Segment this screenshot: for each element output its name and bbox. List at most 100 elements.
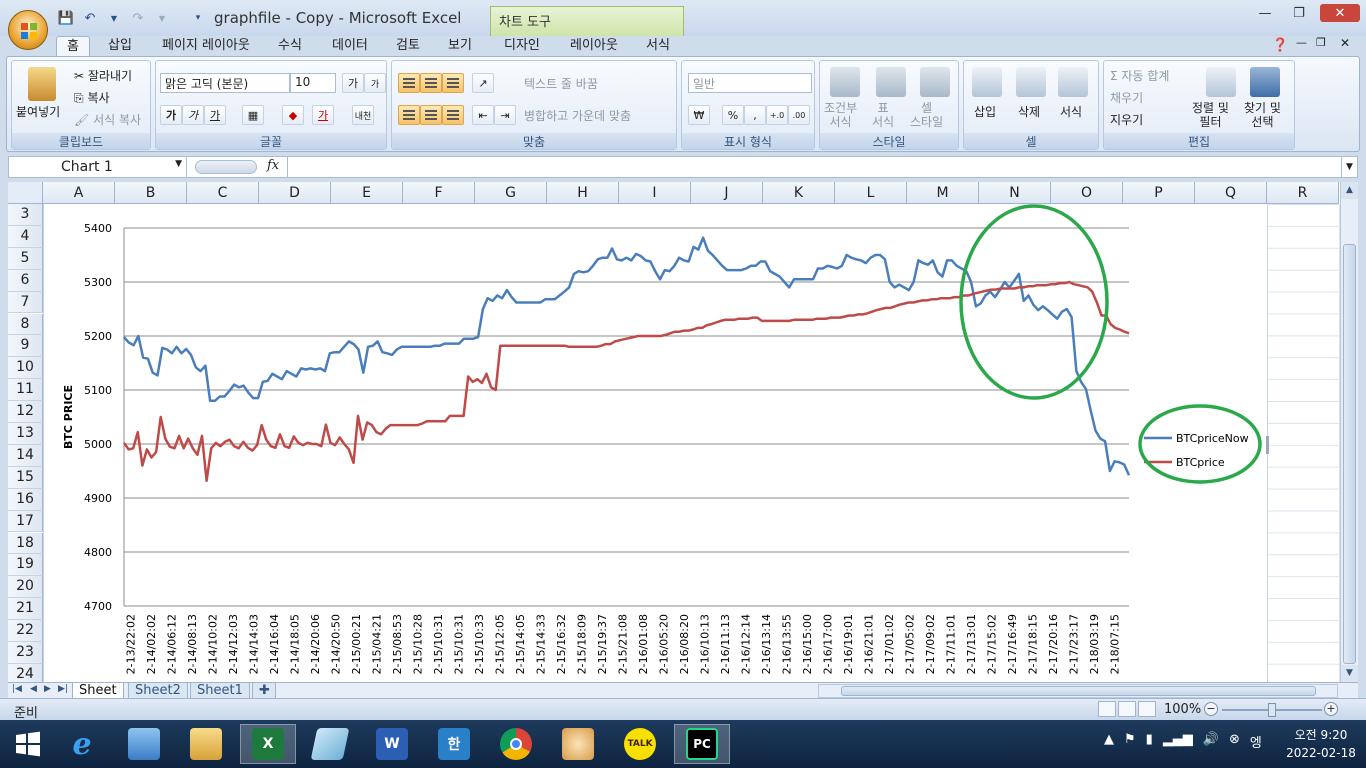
battery-icon[interactable]: ▮ <box>1145 732 1153 747</box>
taskbar-paint[interactable] <box>550 724 606 764</box>
column-header-g[interactable]: G <box>475 182 547 204</box>
row-header-21[interactable]: 21 <box>8 598 43 621</box>
expand-formula-icon[interactable]: ▼ <box>1341 157 1357 177</box>
workbook-minimize-icon[interactable]: — <box>1296 36 1307 49</box>
column-header-r[interactable]: R <box>1267 182 1339 204</box>
insert-sheet-icon[interactable]: ✚ <box>252 683 276 699</box>
zoom-knob[interactable] <box>1268 703 1276 717</box>
number-format-select[interactable]: 일반 <box>688 73 812 93</box>
row-header-10[interactable]: 10 <box>8 357 43 380</box>
taskbar-control-panel[interactable] <box>116 724 172 764</box>
clock[interactable]: 오전 9:20 2022-02-18 <box>1284 726 1358 762</box>
column-header-c[interactable]: C <box>187 182 259 204</box>
conditional-format-button[interactable]: 조건부 서식 <box>824 101 858 129</box>
align-bottom-icon[interactable] <box>442 73 464 93</box>
taskbar-chrome[interactable] <box>488 724 544 764</box>
row-header-11[interactable]: 11 <box>8 379 43 402</box>
insert-function-icon[interactable]: fx <box>267 158 280 173</box>
restore-icon[interactable]: ❐ <box>1293 5 1305 21</box>
orientation-icon[interactable]: ↗ <box>472 73 494 93</box>
taskbar-word[interactable]: W <box>364 724 420 764</box>
first-sheet-icon[interactable]: |◀ <box>12 684 22 694</box>
zoom-level[interactable]: 100% <box>1164 702 1202 717</box>
column-header-b[interactable]: B <box>115 182 187 204</box>
row-header-13[interactable]: 13 <box>8 423 43 445</box>
signal-icon[interactable]: ▂▄▆ <box>1162 732 1193 747</box>
column-header-k[interactable]: K <box>763 182 835 204</box>
tab-data[interactable]: 데이터 <box>332 38 368 53</box>
align-center-icon[interactable] <box>420 105 442 125</box>
prev-sheet-icon[interactable]: ◀ <box>30 684 37 694</box>
column-header-q[interactable]: Q <box>1195 182 1267 204</box>
minimize-icon[interactable]: — <box>1258 5 1272 21</box>
sheet-tab-sheet2[interactable]: Sheet2 <box>128 683 188 699</box>
horizontal-scrollbar[interactable] <box>818 684 1338 698</box>
clear-button[interactable]: 지우기 <box>1110 113 1144 127</box>
column-header-p[interactable]: P <box>1123 182 1195 204</box>
tab-page-layout[interactable]: 페이지 레이아웃 <box>162 38 250 53</box>
page-break-view-icon[interactable] <box>1138 701 1156 717</box>
align-left-icon[interactable] <box>398 105 420 125</box>
decrease-decimal-button[interactable]: .00 <box>788 105 810 125</box>
row-header-16[interactable]: 16 <box>8 488 43 511</box>
currency-button[interactable]: ₩ <box>688 105 710 125</box>
redo-dropdown-icon[interactable]: ▼ <box>158 13 166 23</box>
taskbar-kakaotalk[interactable]: TALK <box>612 724 668 764</box>
tab-review[interactable]: 검토 <box>396 38 420 53</box>
insert-cells-button[interactable]: 삽입 <box>974 105 997 119</box>
workbook-restore-icon[interactable]: ❐ <box>1316 36 1326 49</box>
network-flag-icon[interactable]: ⚑ <box>1124 732 1136 747</box>
row-header-7[interactable]: 7 <box>8 291 43 314</box>
row-header-24[interactable]: 24 <box>8 663 43 682</box>
office-button[interactable] <box>8 10 48 50</box>
column-header-n[interactable]: N <box>979 182 1051 204</box>
format-cells-button[interactable]: 서식 <box>1060 105 1083 119</box>
zoom-in-icon[interactable]: + <box>1324 702 1338 716</box>
row-header-4[interactable]: 4 <box>8 225 43 248</box>
zoom-out-icon[interactable]: − <box>1204 702 1218 716</box>
italic-button[interactable]: 가 <box>182 105 204 125</box>
tab-view[interactable]: 보기 <box>448 38 472 53</box>
save-icon[interactable]: 💾 <box>57 10 75 26</box>
column-header-o[interactable]: O <box>1051 182 1123 204</box>
row-header-3[interactable]: 3 <box>8 204 43 226</box>
row-header-5[interactable]: 5 <box>8 247 43 270</box>
column-header-e[interactable]: E <box>331 182 403 204</box>
column-header-l[interactable]: L <box>835 182 907 204</box>
sheet-tab-sheet[interactable]: Sheet <box>72 683 124 699</box>
copy-button[interactable]: ⎘ 복사 <box>74 89 110 106</box>
shrink-font-button[interactable]: 가 <box>364 73 386 93</box>
taskbar-ie[interactable]: e <box>54 724 110 764</box>
page-layout-view-icon[interactable] <box>1118 701 1136 717</box>
customize-qat-icon[interactable]: ▾ <box>195 13 201 23</box>
tray-expand-icon[interactable]: ▲ <box>1104 732 1114 747</box>
cut-button[interactable]: ✂ 잘라내기 <box>74 67 132 84</box>
notification-icon[interactable]: ⊗ <box>1229 732 1240 747</box>
find-select-button[interactable]: 찾기 및 선택 <box>1244 101 1281 129</box>
align-top-icon[interactable] <box>398 73 420 93</box>
table-format-button[interactable]: 표 서식 <box>872 101 895 129</box>
comma-button[interactable]: , <box>744 105 766 125</box>
chart-1[interactable]: 4700 4800 4900 5000 5100 5200 5300 5400 BTC PRIC… <box>43 204 1269 682</box>
taskbar-explorer[interactable] <box>178 724 234 764</box>
paste-button[interactable]: 붙여넣기 <box>16 105 61 119</box>
chevron-down-icon[interactable]: ▼ <box>175 159 182 169</box>
grow-font-button[interactable]: 가 <box>342 73 364 93</box>
format-painter-button[interactable]: 🖌 서식 복사 <box>74 111 141 128</box>
phonetic-button[interactable]: 내천 <box>352 105 374 125</box>
font-size-select[interactable]: 10 <box>290 73 336 93</box>
paste-icon[interactable] <box>28 67 56 101</box>
column-header-m[interactable]: M <box>907 182 979 204</box>
normal-view-icon[interactable] <box>1098 701 1116 717</box>
row-header-6[interactable]: 6 <box>8 269 43 292</box>
column-header-a[interactable]: A <box>43 182 115 204</box>
undo-icon[interactable]: ↶ <box>84 10 96 26</box>
row-header-23[interactable]: 23 <box>8 642 43 664</box>
increase-decimal-button[interactable]: +.0 <box>766 105 788 125</box>
row-header-18[interactable]: 18 <box>8 532 43 555</box>
row-header-9[interactable]: 9 <box>8 335 43 358</box>
delete-cells-button[interactable]: 삭제 <box>1018 105 1041 119</box>
select-all-corner[interactable] <box>8 182 43 204</box>
wrap-text-button[interactable]: 텍스트 줄 바꿈 <box>524 77 598 91</box>
row-header-8[interactable]: 8 <box>8 313 43 336</box>
